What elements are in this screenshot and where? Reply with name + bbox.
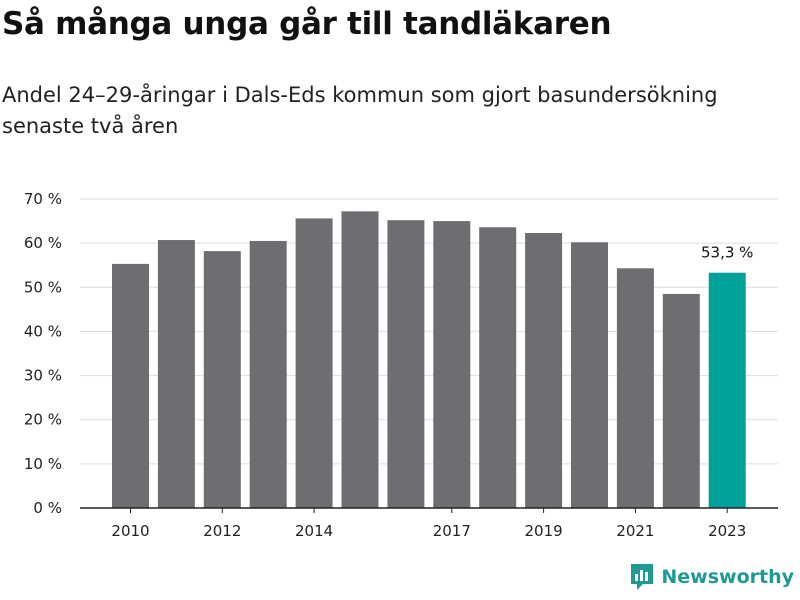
bar-2010 — [112, 263, 149, 508]
chart-title: Så många unga går till tandläkaren — [2, 6, 612, 42]
x-tick-label: 2010 — [111, 522, 149, 540]
chart-subtitle: Andel 24–29-åringar i Dals-Eds kommun so… — [2, 83, 718, 138]
y-axis-ticks: 0 % 10 % 20 % 30 % 40 % 50 % 60 % 70 % — [24, 190, 62, 517]
bar-2019 — [525, 232, 563, 509]
bar-2023 — [708, 272, 746, 508]
y-tick-label: 30 % — [24, 367, 62, 385]
x-tick-label: 2023 — [708, 522, 746, 540]
brand-name: Newsworthy — [661, 566, 794, 588]
y-tick-label: 60 % — [24, 234, 62, 252]
bar-chart: 0 % 10 % 20 % 30 % 40 % 50 % 60 % 70 % 2010 2012… — [24, 190, 778, 540]
x-axis-ticks: 2010 2012 2014 2017 2019 2021 2023 — [111, 508, 746, 540]
bar-2017 — [433, 221, 471, 509]
y-tick-label: 10 % — [24, 455, 62, 473]
bar-2020 — [571, 242, 608, 508]
x-tick-label: 2017 — [433, 522, 471, 540]
y-tick-label: 40 % — [24, 322, 62, 340]
bars — [112, 211, 746, 509]
bar-2021 — [616, 268, 654, 508]
y-tick-label: 0 % — [33, 499, 62, 517]
bar-2018 — [479, 227, 517, 508]
bar-2012 — [203, 251, 241, 509]
newsworthy-logo-icon — [631, 564, 654, 590]
bar-2014 — [295, 218, 333, 508]
y-tick-label: 70 % — [24, 190, 62, 208]
bar-2011 — [157, 240, 195, 508]
x-tick-label: 2021 — [616, 522, 654, 540]
bar-2015 — [341, 211, 379, 509]
newsworthy-brand: Newsworthy — [629, 562, 794, 592]
y-tick-label: 20 % — [24, 411, 62, 429]
bar-2022 — [662, 293, 700, 508]
gridlines — [80, 198, 778, 465]
bar-2013 — [249, 240, 287, 508]
highlight-value-label: 53,3 % — [701, 244, 753, 262]
x-tick-label: 2014 — [295, 522, 333, 540]
x-tick-label: 2019 — [525, 522, 563, 540]
x-tick-label: 2012 — [203, 522, 241, 540]
y-tick-label: 50 % — [24, 278, 62, 296]
bar-2016 — [387, 220, 425, 508]
